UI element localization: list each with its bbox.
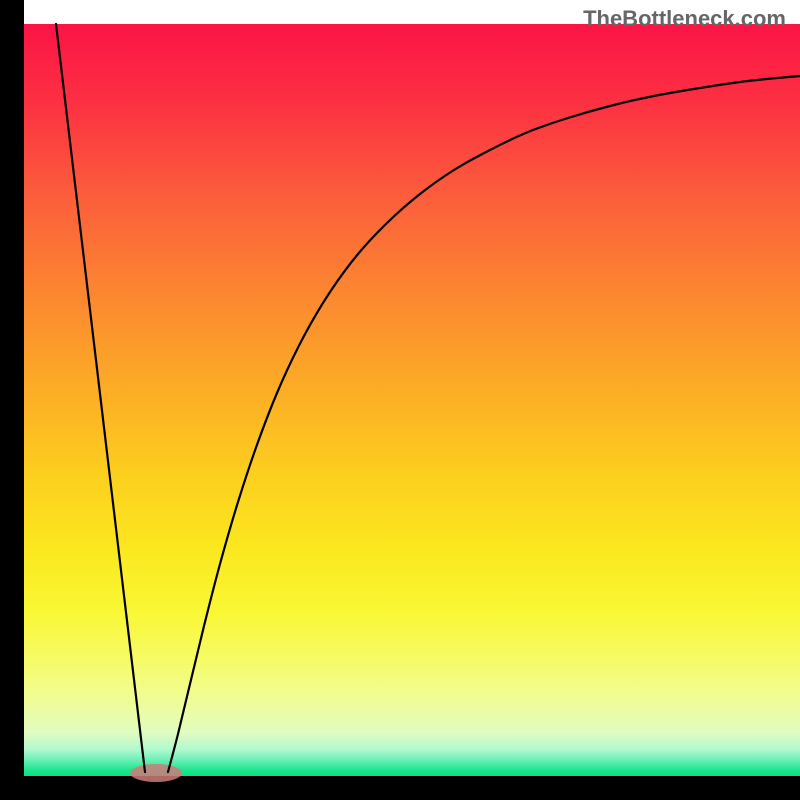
axis-left-border bbox=[0, 0, 24, 800]
bottleneck-chart: TheBottleneck.com bbox=[0, 0, 800, 800]
axis-bottom-border bbox=[0, 776, 800, 800]
plot-background bbox=[24, 24, 800, 776]
chart-svg bbox=[0, 0, 800, 800]
valley-marker bbox=[130, 764, 182, 782]
watermark-text: TheBottleneck.com bbox=[583, 6, 786, 32]
